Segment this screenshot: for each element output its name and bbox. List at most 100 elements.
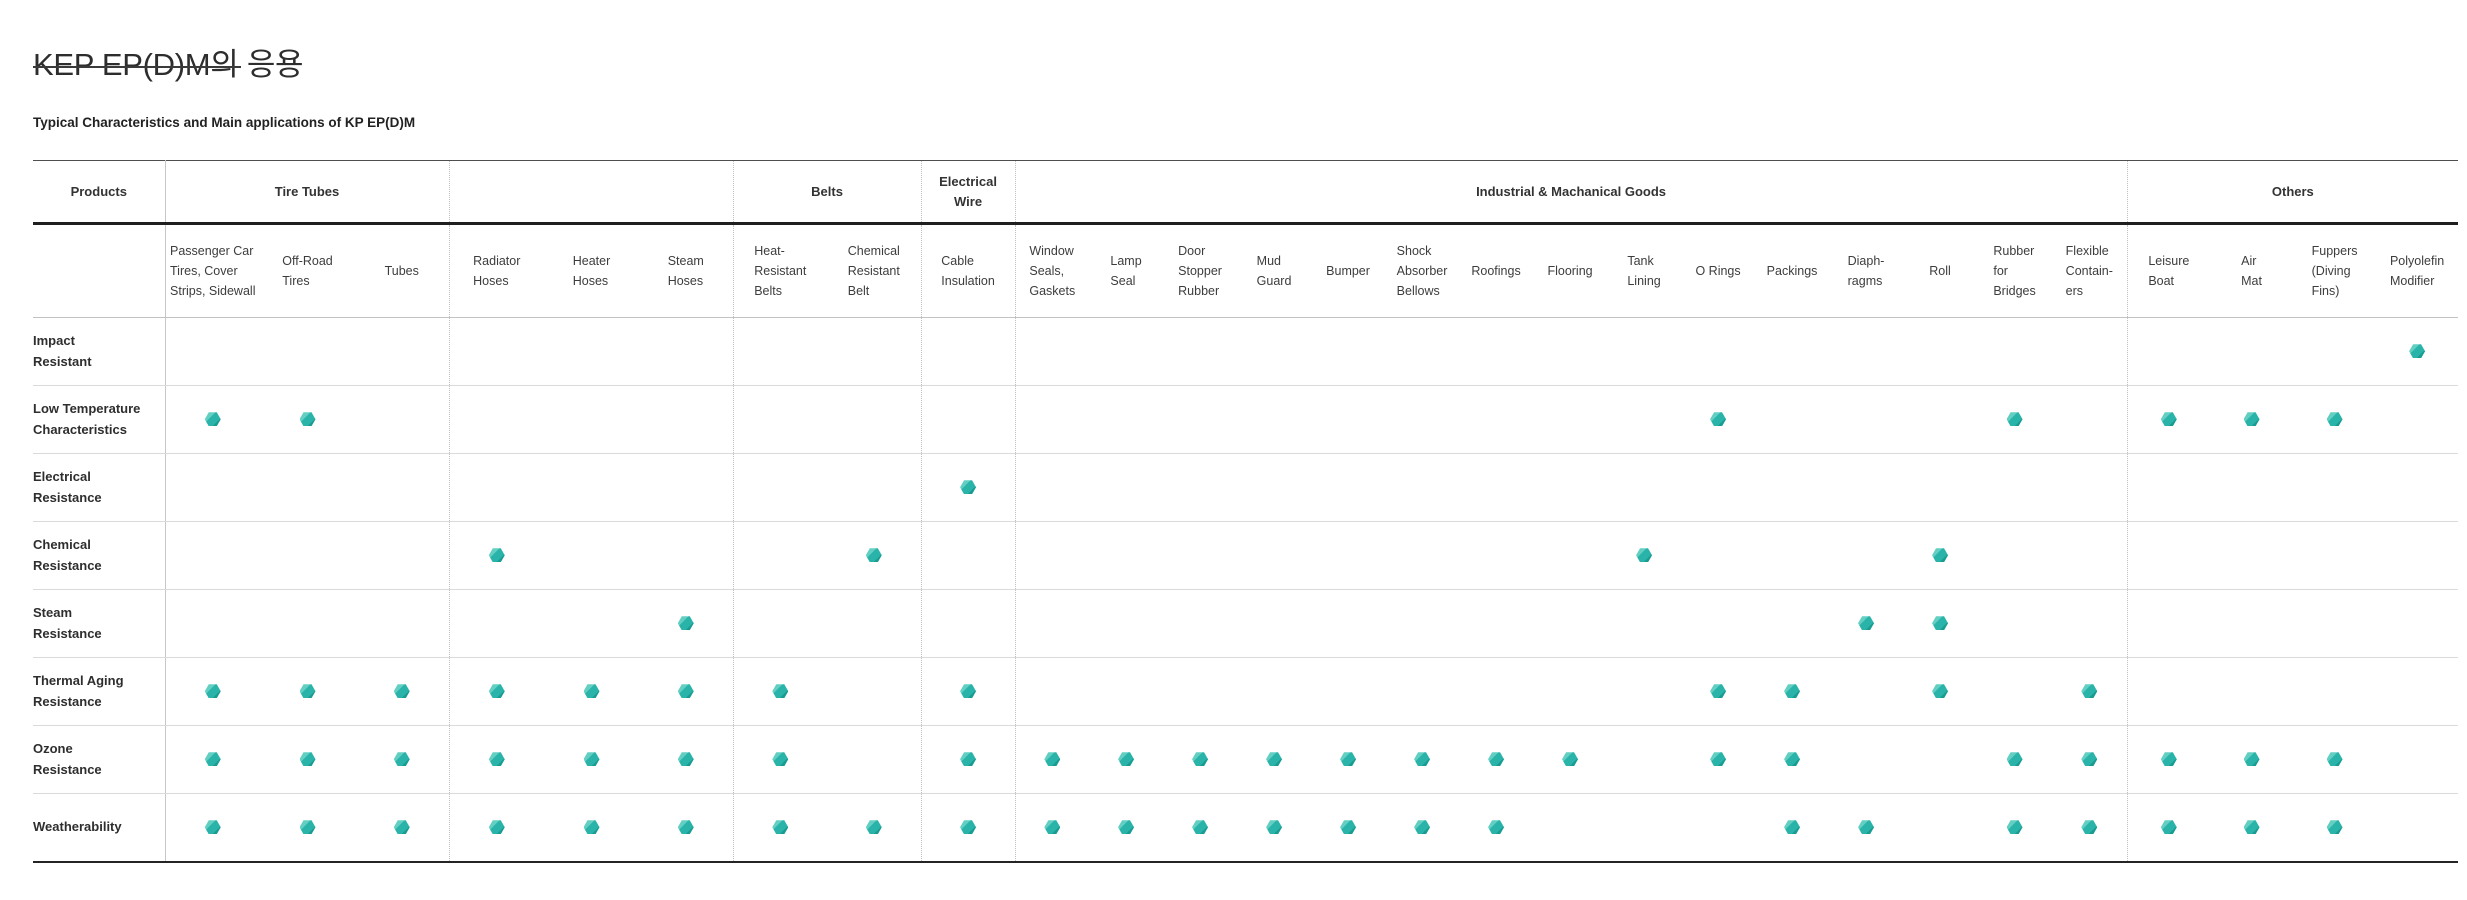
matrix-cell bbox=[827, 521, 922, 590]
matrix-cell bbox=[164, 521, 260, 590]
matrix-cell bbox=[2376, 793, 2459, 863]
column-header-label: Cable Insulation bbox=[941, 253, 995, 288]
matrix-cell bbox=[2210, 453, 2294, 522]
matrix-cell bbox=[1829, 589, 1904, 658]
matrix-cell bbox=[448, 657, 545, 726]
matrix-cell bbox=[544, 589, 640, 658]
matrix-cell bbox=[2126, 317, 2211, 386]
column-header-label: Steam Hoses bbox=[667, 253, 704, 288]
matrix-cell bbox=[260, 589, 355, 658]
matrix-cell bbox=[1903, 453, 1978, 522]
application-dot-icon bbox=[583, 820, 600, 835]
matrix-cell bbox=[2126, 521, 2211, 590]
matrix-cell bbox=[1755, 385, 1830, 454]
matrix-cell bbox=[732, 317, 828, 386]
column-header: Polyolefin Modifier bbox=[2376, 223, 2459, 318]
column-header-label: Heat- Resistant Belts bbox=[754, 243, 807, 299]
application-dot-icon bbox=[2160, 820, 2177, 835]
matrix-cell bbox=[164, 453, 260, 522]
application-dot-icon bbox=[204, 684, 221, 699]
matrix-cell bbox=[1014, 657, 1090, 726]
application-dot-icon bbox=[2243, 752, 2260, 767]
column-header: Heat- Resistant Belts bbox=[732, 223, 828, 318]
matrix-cell bbox=[164, 589, 260, 658]
row-label: Weatherability bbox=[33, 793, 165, 863]
application-dot-icon bbox=[488, 684, 505, 699]
application-dot-icon bbox=[488, 548, 505, 563]
application-dot-icon bbox=[2006, 820, 2023, 835]
matrix-cell bbox=[1755, 317, 1830, 386]
application-dot-icon bbox=[2160, 752, 2177, 767]
application-dot-icon bbox=[960, 480, 977, 495]
matrix-cell bbox=[1755, 453, 1830, 522]
matrix-cell bbox=[1237, 589, 1312, 658]
row-label: Chemical Resistance bbox=[33, 521, 165, 590]
matrix-cell bbox=[1459, 453, 1534, 522]
matrix-cell bbox=[260, 521, 355, 590]
matrix-cell bbox=[920, 317, 1016, 386]
column-header-label: Passenger Car Tires, Cover Strips, Sidewal… bbox=[170, 243, 256, 299]
matrix-cell bbox=[1681, 589, 1756, 658]
group-header: Others bbox=[2126, 160, 2459, 225]
matrix-cell bbox=[1237, 385, 1312, 454]
matrix-cell bbox=[355, 589, 450, 658]
column-header: Window Seals, Gaskets bbox=[1014, 223, 1090, 318]
matrix-cell bbox=[1829, 385, 1904, 454]
application-dot-icon bbox=[204, 752, 221, 767]
column-header-label: Heater Hoses bbox=[572, 253, 611, 288]
application-dot-icon bbox=[1118, 820, 1135, 835]
matrix-cell bbox=[2376, 589, 2459, 658]
matrix-cell bbox=[1607, 521, 1682, 590]
matrix-cell bbox=[827, 385, 922, 454]
matrix-cell bbox=[448, 453, 545, 522]
matrix-cell bbox=[2376, 317, 2459, 386]
group-header: Belts bbox=[732, 160, 922, 225]
column-header-label: Air Mat bbox=[2241, 253, 2262, 288]
column-header: Passenger Car Tires, Cover Strips, Sidewal… bbox=[164, 223, 260, 318]
matrix-cell bbox=[1607, 793, 1682, 863]
matrix-cell bbox=[1829, 725, 1904, 794]
column-header-label: Flexible Contain-ers bbox=[2065, 243, 2113, 299]
matrix-cell bbox=[2293, 317, 2377, 386]
matrix-cell bbox=[1385, 589, 1460, 658]
matrix-cell bbox=[164, 725, 260, 794]
matrix-cell bbox=[1755, 793, 1830, 863]
application-dot-icon bbox=[1340, 820, 1357, 835]
matrix-cell bbox=[827, 317, 922, 386]
matrix-cell bbox=[1089, 657, 1164, 726]
products-header: Products bbox=[33, 160, 165, 225]
matrix-cell bbox=[2293, 725, 2377, 794]
application-dot-icon bbox=[488, 820, 505, 835]
matrix-cell bbox=[544, 453, 640, 522]
matrix-cell bbox=[355, 793, 450, 863]
matrix-cell bbox=[2293, 453, 2377, 522]
matrix-cell bbox=[448, 725, 545, 794]
column-header: Off-Road Tires bbox=[260, 223, 355, 318]
matrix-cell bbox=[1237, 453, 1312, 522]
matrix-cell bbox=[732, 793, 828, 863]
column-header: Roofings bbox=[1459, 223, 1534, 318]
matrix-cell bbox=[544, 521, 640, 590]
application-dot-icon bbox=[1932, 548, 1949, 563]
matrix-cell bbox=[1681, 793, 1756, 863]
application-dot-icon bbox=[1118, 752, 1135, 767]
matrix-cell bbox=[1385, 657, 1460, 726]
application-dot-icon bbox=[960, 752, 977, 767]
matrix-cell bbox=[732, 521, 828, 590]
matrix-cell bbox=[920, 385, 1016, 454]
matrix-cell bbox=[1385, 793, 1460, 863]
matrix-cell bbox=[1681, 317, 1756, 386]
matrix-cell bbox=[544, 657, 640, 726]
matrix-cell bbox=[1533, 725, 1608, 794]
column-header: Radiator Hoses bbox=[448, 223, 545, 318]
matrix-cell bbox=[260, 385, 355, 454]
column-header-label: Off-Road Tires bbox=[282, 253, 333, 288]
group-header: Electrical Wire bbox=[920, 160, 1016, 225]
matrix-cell bbox=[164, 657, 260, 726]
column-header: Heater Hoses bbox=[544, 223, 640, 318]
matrix-cell bbox=[1903, 725, 1978, 794]
row-label: Impact Resistant bbox=[33, 317, 165, 386]
matrix-cell bbox=[1237, 725, 1312, 794]
matrix-cell bbox=[260, 657, 355, 726]
matrix-cell bbox=[1681, 453, 1756, 522]
